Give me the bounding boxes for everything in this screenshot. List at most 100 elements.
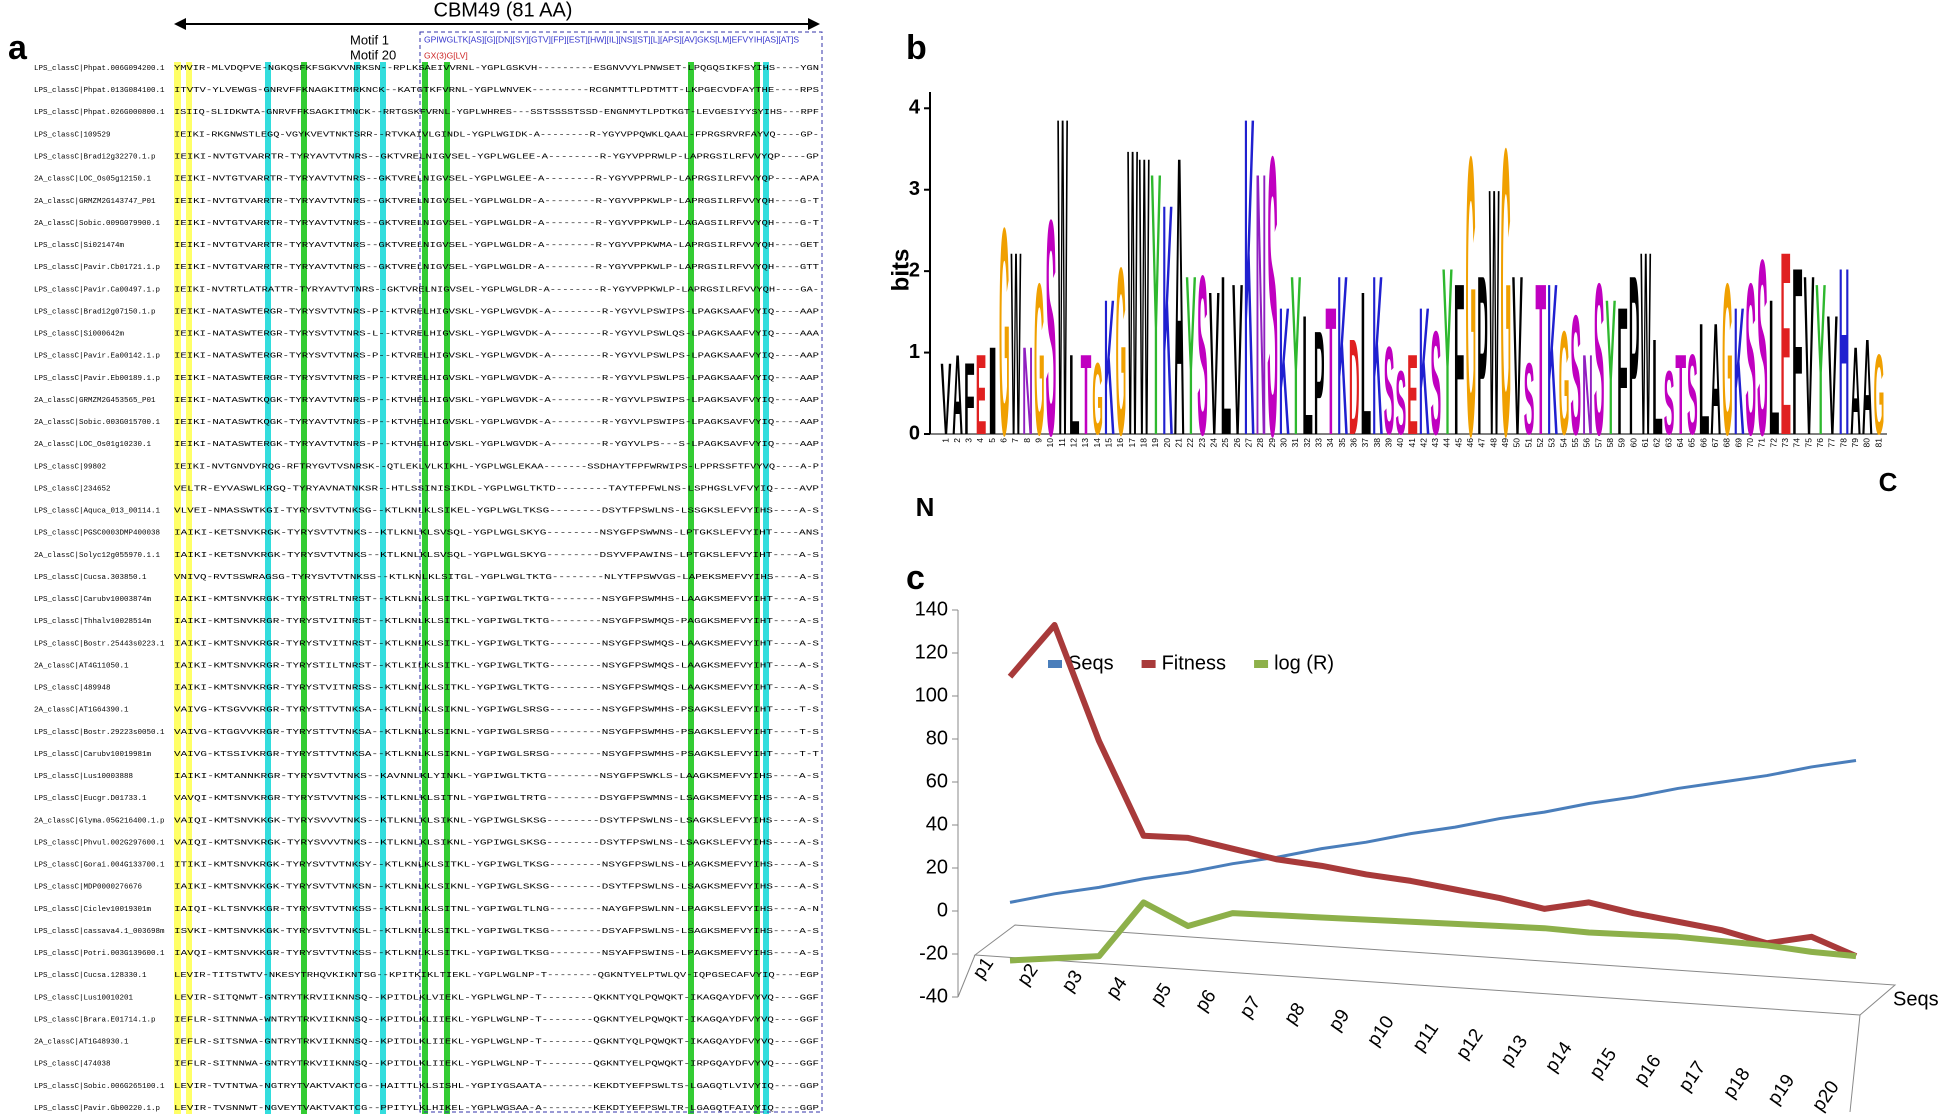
x-tick-label: 70 bbox=[1745, 438, 1755, 448]
x-tick-label: 45 bbox=[1453, 438, 1463, 448]
logo-letter: L bbox=[1221, 230, 1232, 484]
sequence-name: LPS_classC|Pavir.Ca00497.1.p bbox=[34, 286, 160, 294]
sequence-name: LPS_classC|Gorai.004G133700.1 bbox=[34, 862, 165, 870]
sequence: IEIKI-NATASWTERGR-TYRYSVTVTNRS-P--KTVREL… bbox=[174, 353, 820, 361]
sequence: IEFLR-SITNNWA-WNTRYTRKVIIKNNSQ--KPITDLKL… bbox=[174, 1016, 819, 1024]
sequence: IEIKI-NATASWTERGK-TYRYAVTVTNRS-P--KTVHEL… bbox=[174, 441, 820, 449]
x-tick-label: 10 bbox=[1045, 438, 1055, 448]
logo-letter: Y bbox=[1442, 217, 1453, 485]
x-tick-label: p14 bbox=[1541, 1038, 1577, 1076]
logo-letter: K bbox=[1734, 271, 1745, 473]
sequence: VAIVG-KTSGVVKRGR-TYRYSTTVTNKSA--KTLKNLKL… bbox=[174, 707, 820, 715]
sequence-name: LPS_classC|Aquca_013_00114.1 bbox=[34, 508, 161, 516]
sequence: VAIVG-KTGGVVKRGR-TYRYSTTVTNKSA--KTLKNLKL… bbox=[174, 729, 820, 737]
x-tick-label: p16 bbox=[1630, 1051, 1665, 1089]
sequence-name: 2A_classC|LOC_Os05g12150.1 bbox=[34, 176, 152, 184]
series-line bbox=[1009, 899, 1857, 964]
sequence: VNIVQ-RVTSSWRAGSG-TYRYSVTVTNKSS--KTLKNLK… bbox=[174, 574, 820, 582]
logo-letter: W bbox=[1011, 199, 1022, 491]
x-tick-label: 32 bbox=[1302, 438, 1312, 448]
x-tick-label: 51 bbox=[1523, 438, 1533, 448]
motif-pattern: GX(3)G[LV] bbox=[424, 50, 468, 60]
panel-label: b bbox=[906, 29, 927, 67]
logo-letter: S bbox=[1687, 332, 1698, 459]
logo-letter: S bbox=[1757, 207, 1768, 488]
x-tick-label: 68 bbox=[1722, 438, 1732, 448]
sequence-name: LPS_classC|Lus10003888 bbox=[34, 773, 133, 781]
logo-letter: W bbox=[1640, 199, 1651, 491]
sequence: IEFLR-SITSNWA-GNTRYTRKVIIKNNSQ--KPITDLKL… bbox=[174, 1039, 819, 1047]
x-tick-label: 72 bbox=[1768, 438, 1778, 448]
sequence: IAIKI-KMTSNVKKGK-TYRYSVTVTNKSN--KTLKNLKL… bbox=[174, 884, 820, 892]
x-tick-label: 75 bbox=[1803, 438, 1813, 448]
motif-label: Motif 1 bbox=[350, 32, 389, 47]
logo-letter: W bbox=[1139, 74, 1150, 519]
x-tick-label: p12 bbox=[1452, 1025, 1487, 1063]
x-tick-label: 35 bbox=[1337, 438, 1347, 448]
floor bbox=[973, 924, 1897, 1016]
sequence-name: LPS_classC|Pavir.Eb00189.1.p bbox=[34, 375, 160, 383]
x-tick-label: 61 bbox=[1640, 438, 1650, 448]
sequence: IAIKI-KMTANNKRGR-TYRYSVTVTNKS--KAVNNLKLY… bbox=[174, 773, 820, 781]
sequence: IEIKI-NVTRTLATRATTR-TYRYAVTVTNRS--GKTVRE… bbox=[174, 286, 819, 294]
x-tick-label: 71 bbox=[1757, 438, 1767, 448]
x-tick-label: 6 bbox=[999, 438, 1009, 443]
sequence-name: LPS_classC|Ciclev10019301m bbox=[34, 906, 152, 914]
sequence-name: LPS_classC|234652 bbox=[34, 485, 111, 493]
sequence-name: LPS_classC|Carubv10019981m bbox=[34, 751, 152, 759]
logo-letter: W bbox=[1057, 23, 1068, 532]
y-tick-label: 20 bbox=[926, 856, 948, 878]
depth-axis-label: Seqs bbox=[1893, 988, 1939, 1010]
x-tick-label: p2 bbox=[1013, 960, 1042, 989]
x-tick-label: p7 bbox=[1236, 993, 1265, 1022]
x-tick-label: 16 bbox=[1115, 438, 1125, 448]
legend-swatch bbox=[1141, 660, 1156, 668]
sequence-name: LPS_classC|Lus10010201 bbox=[34, 994, 134, 1002]
x-tick-label: 67 bbox=[1710, 438, 1720, 448]
logo-letter: L bbox=[1699, 291, 1710, 469]
sequence-name: LPS_classC|Si000642m bbox=[34, 331, 125, 339]
sequence-name: 2A_classC|AT1G48930.1 bbox=[34, 1039, 129, 1047]
series-line bbox=[1009, 759, 1857, 904]
x-tick-label: 46 bbox=[1465, 438, 1475, 448]
y-tick-label: -20 bbox=[919, 942, 948, 964]
x-tick-label: 38 bbox=[1372, 438, 1382, 448]
x-tick-label: 64 bbox=[1675, 438, 1685, 448]
sequence: LEVIR-TVTNTWA-NGTRYTVAKTVAKTCG--HAITTLKL… bbox=[174, 1083, 820, 1091]
x-tick-label: 76 bbox=[1815, 438, 1825, 448]
logo-letter: I bbox=[987, 322, 998, 462]
x-tick-label: 81 bbox=[1873, 438, 1883, 448]
logo-letter: Y bbox=[1605, 260, 1616, 477]
logo-letter: K bbox=[1337, 230, 1348, 484]
sequence-name: LPS_classC|Pavir.Ea00142.1.p bbox=[34, 353, 160, 361]
x-tick-label: 24 bbox=[1208, 438, 1218, 448]
x-tick-label: 36 bbox=[1348, 438, 1358, 448]
logo-letter: L bbox=[1302, 279, 1313, 470]
x-tick-label: 78 bbox=[1838, 438, 1848, 448]
sequence: LEVIR-SITQNWT-GNTRYTKRVIIKNNSQ--KPITDLKL… bbox=[174, 994, 819, 1002]
alignment-title: CBM49 (81 AA) bbox=[434, 0, 573, 21]
sequence: IEFLR-SITNNWA-GNTRYTRKVIIKNNSQ--KPITDLKL… bbox=[174, 1061, 819, 1069]
sequence-name: LPS_classC|Phpat.006G094200.1 bbox=[34, 65, 165, 73]
x-tick-label: 56 bbox=[1582, 438, 1592, 448]
x-tick-label: 59 bbox=[1617, 438, 1627, 448]
logo-letter: Y bbox=[1291, 230, 1302, 484]
logo-letter: G bbox=[1034, 238, 1045, 480]
logo-letter: S bbox=[1430, 301, 1441, 466]
x-tick-label: 50 bbox=[1512, 438, 1522, 448]
legend-swatch bbox=[1254, 660, 1269, 668]
x-tick-label: 25 bbox=[1220, 438, 1230, 448]
sequence-name: LPS_classC|Bradi2g32270.1.p bbox=[34, 153, 156, 161]
sequence: IEIKI-NVTGTVARRTR-TYRYAVTVTNRS--GKTVRELN… bbox=[174, 176, 820, 184]
alignment-highlights bbox=[174, 62, 769, 1114]
logo-letter: G bbox=[999, 167, 1010, 497]
y-axis-label: bits bbox=[887, 249, 914, 292]
logo-letter: T bbox=[1675, 332, 1686, 459]
sequence-name: LPS_classC|Phvul.002G297600.1 bbox=[34, 839, 165, 847]
logo-letter: K bbox=[1372, 230, 1383, 484]
sequence-name: LPS_classC|Cucsa.128330.1 bbox=[34, 972, 147, 980]
logo-letter: A bbox=[1174, 74, 1185, 519]
sequence-name: LPS_classC|MDP0000276676 bbox=[34, 884, 143, 892]
sequence: ITIKI-KMTSNVKRGK-TYRYSVTVTNKSY--KTLKNLKL… bbox=[174, 862, 820, 870]
